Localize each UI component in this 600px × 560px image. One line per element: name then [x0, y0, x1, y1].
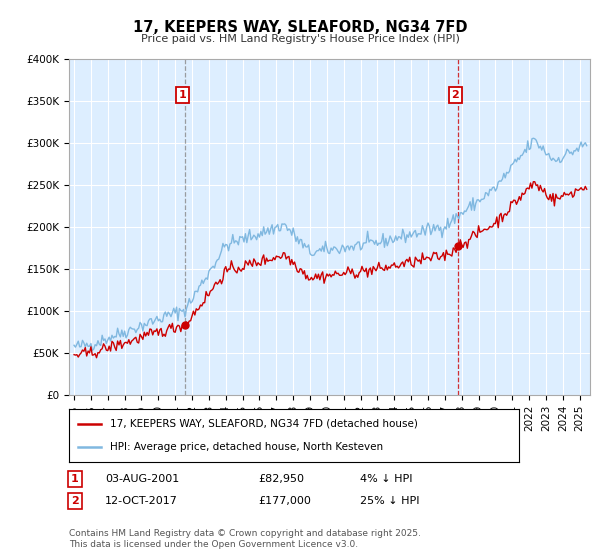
Text: HPI: Average price, detached house, North Kesteven: HPI: Average price, detached house, Nort… — [110, 442, 383, 452]
Text: 1: 1 — [179, 90, 187, 100]
Text: £177,000: £177,000 — [258, 496, 311, 506]
Text: 2: 2 — [71, 496, 79, 506]
Text: 2: 2 — [452, 90, 460, 100]
Text: 4% ↓ HPI: 4% ↓ HPI — [360, 474, 413, 484]
Text: Price paid vs. HM Land Registry's House Price Index (HPI): Price paid vs. HM Land Registry's House … — [140, 34, 460, 44]
Text: £82,950: £82,950 — [258, 474, 304, 484]
Text: 25% ↓ HPI: 25% ↓ HPI — [360, 496, 419, 506]
Text: 17, KEEPERS WAY, SLEAFORD, NG34 7FD: 17, KEEPERS WAY, SLEAFORD, NG34 7FD — [133, 20, 467, 35]
Text: 12-OCT-2017: 12-OCT-2017 — [105, 496, 178, 506]
Text: 17, KEEPERS WAY, SLEAFORD, NG34 7FD (detached house): 17, KEEPERS WAY, SLEAFORD, NG34 7FD (det… — [110, 419, 418, 429]
Text: 1: 1 — [71, 474, 79, 484]
Text: 03-AUG-2001: 03-AUG-2001 — [105, 474, 179, 484]
Text: Contains HM Land Registry data © Crown copyright and database right 2025.
This d: Contains HM Land Registry data © Crown c… — [69, 529, 421, 549]
